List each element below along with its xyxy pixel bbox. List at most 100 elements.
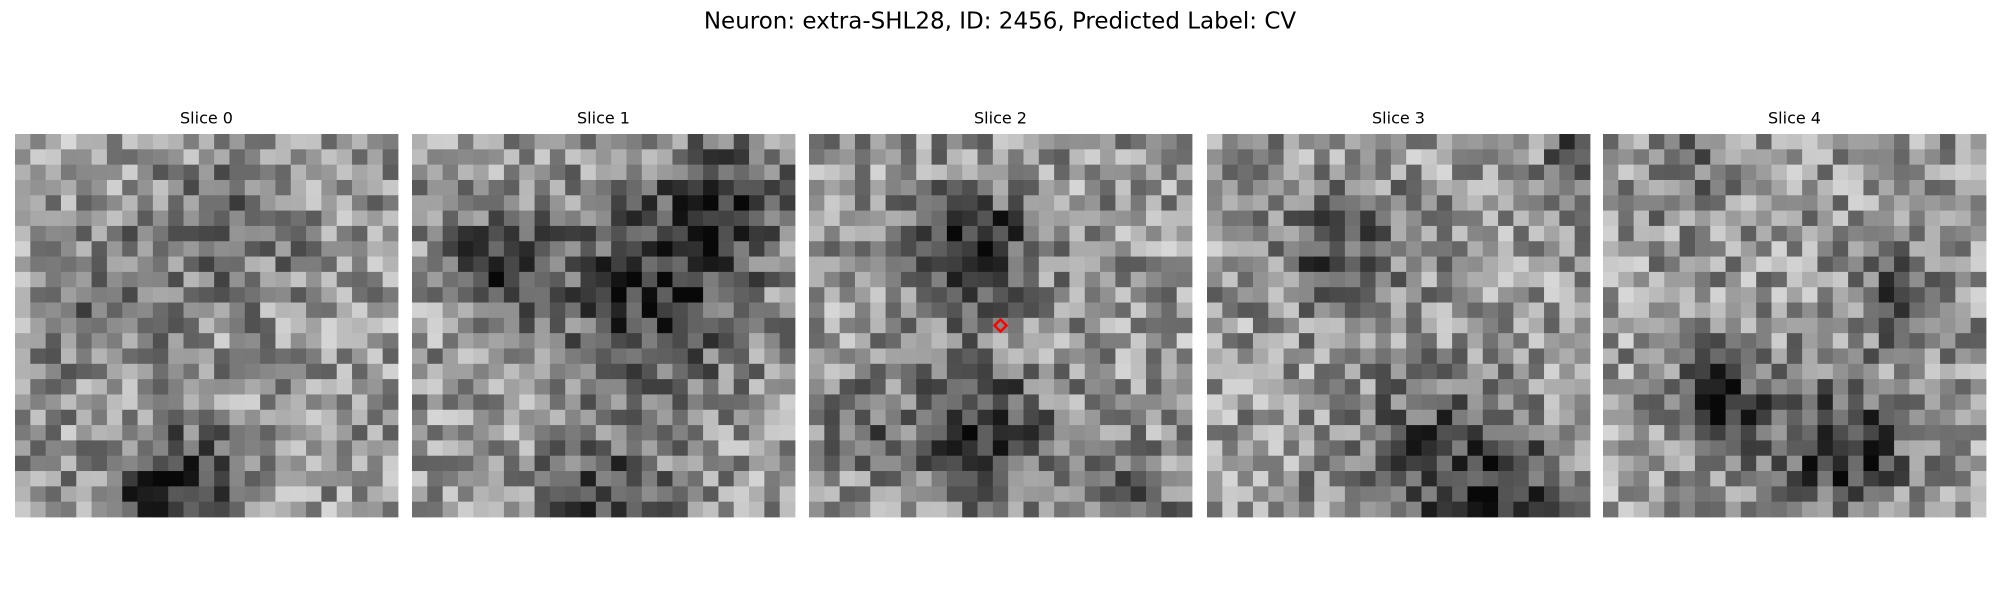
pixel	[595, 471, 612, 487]
pixel	[657, 455, 673, 472]
pixel	[1482, 409, 1499, 426]
pixel	[1694, 409, 1711, 426]
pixel	[1528, 409, 1545, 426]
pixel	[137, 379, 154, 395]
pixel	[1679, 486, 1696, 503]
pixel	[626, 179, 643, 196]
pixel	[30, 440, 47, 457]
pixel	[352, 210, 368, 227]
pixel	[183, 501, 200, 518]
pixel	[1679, 287, 1696, 303]
pixel	[824, 348, 841, 365]
pixel	[15, 440, 31, 457]
pixel	[1452, 225, 1468, 242]
pixel	[1603, 164, 1619, 181]
pixel	[1710, 455, 1726, 472]
pixel	[1207, 317, 1223, 334]
pixel	[1832, 179, 1849, 196]
pixel	[1406, 333, 1422, 349]
pixel	[30, 210, 47, 227]
pixel	[1084, 225, 1101, 242]
pixel	[1771, 348, 1788, 365]
pixel	[1894, 149, 1910, 166]
pixel	[60, 379, 77, 395]
pixel	[1924, 501, 1941, 518]
pixel	[962, 179, 978, 196]
pixel	[260, 379, 276, 395]
pixel	[1314, 241, 1330, 257]
pixel	[992, 271, 1009, 288]
pixel	[1268, 486, 1284, 503]
pixel	[91, 348, 108, 365]
pixel	[1237, 164, 1254, 181]
pixel	[473, 409, 489, 426]
pixel	[1436, 348, 1453, 365]
pixel	[1360, 501, 1376, 518]
pixel	[749, 440, 765, 457]
pixel	[1679, 440, 1696, 457]
pixel	[1694, 363, 1711, 380]
pixel	[900, 394, 917, 411]
pixel	[427, 363, 444, 380]
pixel	[1771, 501, 1788, 518]
pixel	[1421, 455, 1438, 472]
pixel	[1314, 195, 1330, 211]
pixel	[549, 333, 566, 349]
pixel	[412, 164, 428, 181]
pixel	[672, 195, 689, 211]
pixel	[137, 501, 154, 518]
pixel	[703, 287, 719, 303]
pixel	[626, 134, 643, 150]
pixel	[1222, 333, 1239, 349]
pixel	[152, 471, 169, 487]
pixel	[1130, 256, 1147, 273]
pixel	[321, 455, 338, 472]
pixel	[931, 302, 948, 319]
pixel	[1802, 486, 1818, 503]
pixel	[290, 195, 307, 211]
pixel	[1421, 409, 1438, 426]
pixel	[1161, 455, 1178, 472]
pixel	[1268, 149, 1284, 166]
pixel	[1786, 440, 1803, 457]
pixel	[442, 455, 459, 472]
pixel	[1955, 164, 1972, 181]
pixel	[672, 179, 689, 196]
pixel	[290, 394, 307, 411]
pixel	[626, 486, 643, 503]
pixel	[1038, 287, 1055, 303]
pixel	[839, 333, 856, 349]
pixel	[1314, 287, 1330, 303]
pixel	[244, 471, 261, 487]
pixel	[1498, 486, 1514, 503]
pixel	[1069, 455, 1086, 472]
pixel	[900, 501, 917, 518]
pixel	[1207, 394, 1223, 411]
pixel	[626, 210, 643, 227]
pixel	[260, 287, 276, 303]
pixel	[45, 486, 62, 503]
pixel	[1498, 287, 1514, 303]
pixel	[1802, 363, 1818, 380]
pixel	[1544, 179, 1560, 196]
pixel	[764, 363, 781, 380]
pixel	[1633, 333, 1650, 349]
pixel	[488, 348, 505, 365]
pixel	[611, 271, 627, 288]
pixel	[916, 455, 932, 472]
pixel	[1694, 287, 1711, 303]
pixel	[824, 425, 841, 441]
pixel	[1603, 379, 1619, 395]
pixel	[106, 394, 123, 411]
pixel	[457, 379, 474, 395]
pixel	[733, 363, 750, 380]
pixel	[992, 256, 1009, 273]
pixel	[76, 425, 92, 441]
pixel	[1222, 256, 1239, 273]
pixel	[1161, 164, 1178, 181]
pixel	[657, 486, 673, 503]
pixel	[1421, 179, 1438, 196]
pixel	[1237, 317, 1254, 334]
pixel	[900, 409, 917, 426]
pixel	[1894, 287, 1910, 303]
